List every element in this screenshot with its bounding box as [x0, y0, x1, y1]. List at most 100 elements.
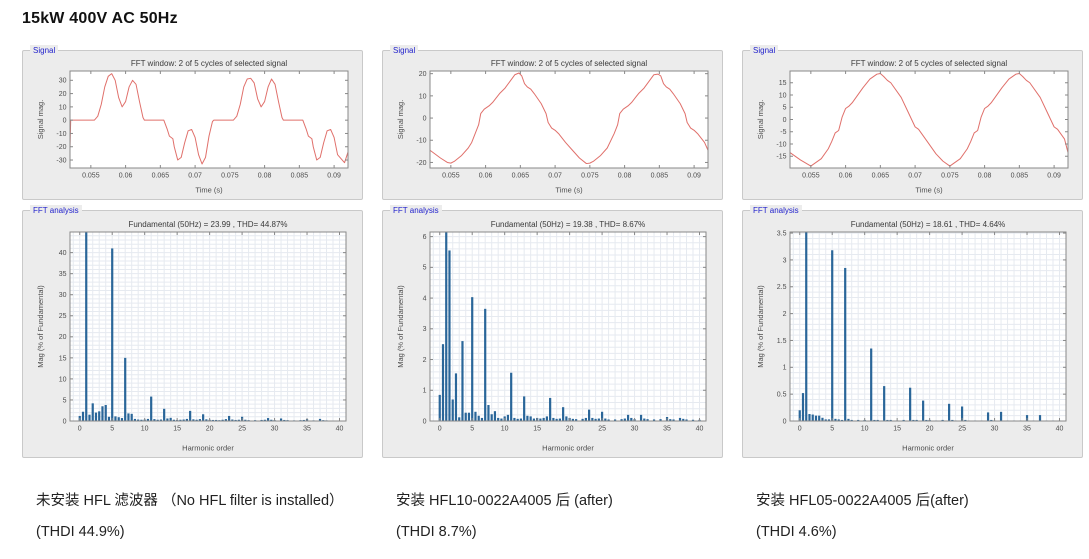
fft-panel-2: FFT analysis 0 5 10 15 20 25 30 35 40 0 1 2 3 4 5 6 Fund… — [382, 205, 723, 458]
caption-thdi: (THDI 4.6%) — [756, 524, 837, 540]
svg-text:0: 0 — [783, 117, 787, 124]
svg-text:Fundamental (50Hz) = 23.99 , T: Fundamental (50Hz) = 23.99 , THD= 44.87% — [128, 220, 287, 229]
caption-3: 安装 HFL05-0022A4005 后(after) (THDI 4.6%) — [742, 489, 1083, 540]
svg-text:10: 10 — [141, 426, 149, 433]
svg-text:20: 20 — [566, 426, 574, 433]
svg-text:0: 0 — [78, 426, 82, 433]
svg-text:Fundamental (50Hz) = 18.61 , T: Fundamental (50Hz) = 18.61 , THD= 4.64% — [851, 220, 1006, 229]
svg-text:0: 0 — [423, 115, 427, 122]
fft-chart-2: 0 5 10 15 20 25 30 35 40 0 1 2 3 4 5 6 Fundamental (50Hz… — [396, 220, 707, 453]
svg-text:0.055: 0.055 — [802, 173, 820, 180]
svg-text:0.08: 0.08 — [978, 173, 992, 180]
svg-text:40: 40 — [696, 426, 704, 433]
caption-thdi: (THDI 8.7%) — [396, 524, 477, 540]
svg-text:20: 20 — [206, 426, 214, 433]
svg-text:0.075: 0.075 — [581, 173, 599, 180]
svg-text:10: 10 — [59, 104, 67, 111]
svg-text:5: 5 — [783, 105, 787, 112]
svg-text:10: 10 — [59, 376, 67, 383]
svg-text:0.085: 0.085 — [291, 173, 309, 180]
svg-text:0.07: 0.07 — [908, 173, 922, 180]
svg-text:30: 30 — [59, 292, 67, 299]
caption-thdi: (THDI 44.9%) — [36, 524, 125, 540]
caption-text: 安装 HFL10-0022A4005 后 (after) — [396, 493, 613, 509]
page-title: 15kW 400V AC 50Hz — [22, 10, 178, 27]
signal-chart-3: 0.055 0.06 0.065 0.07 0.075 0.08 0.085 0.09 -15 -… — [756, 59, 1069, 195]
svg-text:6: 6 — [423, 234, 427, 241]
svg-text:Mag (% of Fundamental): Mag (% of Fundamental) — [36, 285, 45, 368]
svg-text:-10: -10 — [416, 138, 426, 145]
svg-text:0.055: 0.055 — [442, 173, 460, 180]
svg-text:0.09: 0.09 — [1047, 173, 1061, 180]
svg-text:1: 1 — [783, 365, 787, 372]
svg-text:3: 3 — [423, 326, 427, 333]
svg-text:40: 40 — [336, 426, 344, 433]
svg-text:15: 15 — [893, 426, 901, 433]
svg-text:20: 20 — [419, 71, 427, 78]
signal-panel-label: Signal — [750, 45, 779, 56]
svg-text:-20: -20 — [416, 160, 426, 167]
svg-text:10: 10 — [419, 93, 427, 100]
svg-text:0.075: 0.075 — [221, 173, 239, 180]
svg-text:3: 3 — [783, 257, 787, 264]
svg-text:FFT window: 2 of 5 cycles of s: FFT window: 2 of 5 cycles of selected si… — [851, 59, 1008, 68]
signal-panel-label: Signal — [390, 45, 419, 56]
svg-text:10: 10 — [861, 426, 869, 433]
svg-text:20: 20 — [926, 426, 934, 433]
svg-text:40: 40 — [59, 250, 67, 257]
fft-panel-label: FFT analysis — [750, 205, 802, 216]
svg-text:3.5: 3.5 — [777, 230, 787, 237]
svg-text:0.06: 0.06 — [839, 173, 853, 180]
svg-text:-20: -20 — [56, 144, 66, 151]
svg-text:5: 5 — [63, 397, 67, 404]
svg-text:30: 30 — [991, 426, 999, 433]
fft-panel-label: FFT analysis — [30, 205, 82, 216]
signal-panel-3: Signal 0.055 0.06 0.065 0.07 0.075 0.08 0.085 0… — [742, 45, 1083, 200]
fft-chart-1: 0 5 10 15 20 25 30 35 40 0 5 10 15 20 25 30 35 40 Fundamen… — [36, 220, 347, 453]
signal-panel-label: Signal — [30, 45, 59, 56]
svg-text:Harmonic order: Harmonic order — [902, 444, 954, 453]
svg-text:5: 5 — [830, 426, 834, 433]
svg-text:10: 10 — [779, 92, 787, 99]
svg-text:1: 1 — [423, 388, 427, 395]
signal-panel-1: Signal 0.055 0.06 0.065 0.07 0.075 0.08 0.085 0… — [22, 45, 363, 200]
svg-text:-10: -10 — [56, 131, 66, 138]
fft-panel-1: FFT analysis 0 5 10 15 20 25 30 35 40 0 5 10 15 20 25 3… — [22, 205, 363, 458]
svg-text:5: 5 — [110, 426, 114, 433]
fft-chart-3: 0 5 10 15 20 25 30 35 40 0 0.5 1 1.5 2 2.5 3 3.5 Fundamen… — [756, 220, 1067, 453]
svg-text:Harmonic order: Harmonic order — [542, 444, 594, 453]
svg-text:0.055: 0.055 — [82, 173, 100, 180]
svg-text:Mag (% of Fundamental): Mag (% of Fundamental) — [756, 285, 765, 368]
svg-text:0.065: 0.065 — [152, 173, 170, 180]
signal-panel-2: Signal 0.055 0.06 0.065 0.07 0.075 0.08 0.085 0… — [382, 45, 723, 200]
svg-text:0.09: 0.09 — [687, 173, 701, 180]
svg-text:0.5: 0.5 — [777, 392, 787, 399]
svg-text:20: 20 — [59, 334, 67, 341]
caption-text: 未安装 HFL 滤波器 （No HFL filter is installed） — [36, 493, 344, 509]
svg-text:0.065: 0.065 — [512, 173, 530, 180]
svg-text:10: 10 — [501, 426, 509, 433]
svg-text:15: 15 — [173, 426, 181, 433]
svg-text:Time (s): Time (s) — [195, 186, 223, 195]
svg-text:-5: -5 — [780, 129, 786, 136]
caption-2: 安装 HFL10-0022A4005 后 (after) (THDI 8.7%) — [382, 489, 723, 540]
svg-text:0.07: 0.07 — [188, 173, 202, 180]
svg-text:4: 4 — [423, 295, 427, 302]
svg-text:25: 25 — [598, 426, 606, 433]
svg-text:0.065: 0.065 — [872, 173, 890, 180]
signal-chart-1: 0.055 0.06 0.065 0.07 0.075 0.08 0.085 0.09 -30 -… — [36, 59, 349, 195]
svg-text:15: 15 — [59, 355, 67, 362]
svg-text:35: 35 — [59, 271, 67, 278]
svg-text:Signal mag.: Signal mag. — [756, 100, 765, 140]
svg-text:5: 5 — [470, 426, 474, 433]
signal-chart-2: 0.055 0.06 0.065 0.07 0.075 0.08 0.085 0.09 -20 -… — [396, 59, 709, 195]
svg-text:0: 0 — [783, 418, 787, 425]
svg-text:30: 30 — [631, 426, 639, 433]
column-hfl05: Signal 0.055 0.06 0.065 0.07 0.075 0.08 0.085 0… — [742, 45, 1083, 540]
svg-text:2.5: 2.5 — [777, 284, 787, 291]
svg-text:Fundamental (50Hz) = 19.38 , T: Fundamental (50Hz) = 19.38 , THD= 8.67% — [491, 220, 646, 229]
svg-text:FFT window: 2 of 5 cycles of s: FFT window: 2 of 5 cycles of selected si… — [131, 59, 288, 68]
svg-text:0: 0 — [798, 426, 802, 433]
svg-text:-30: -30 — [56, 157, 66, 164]
svg-text:30: 30 — [271, 426, 279, 433]
